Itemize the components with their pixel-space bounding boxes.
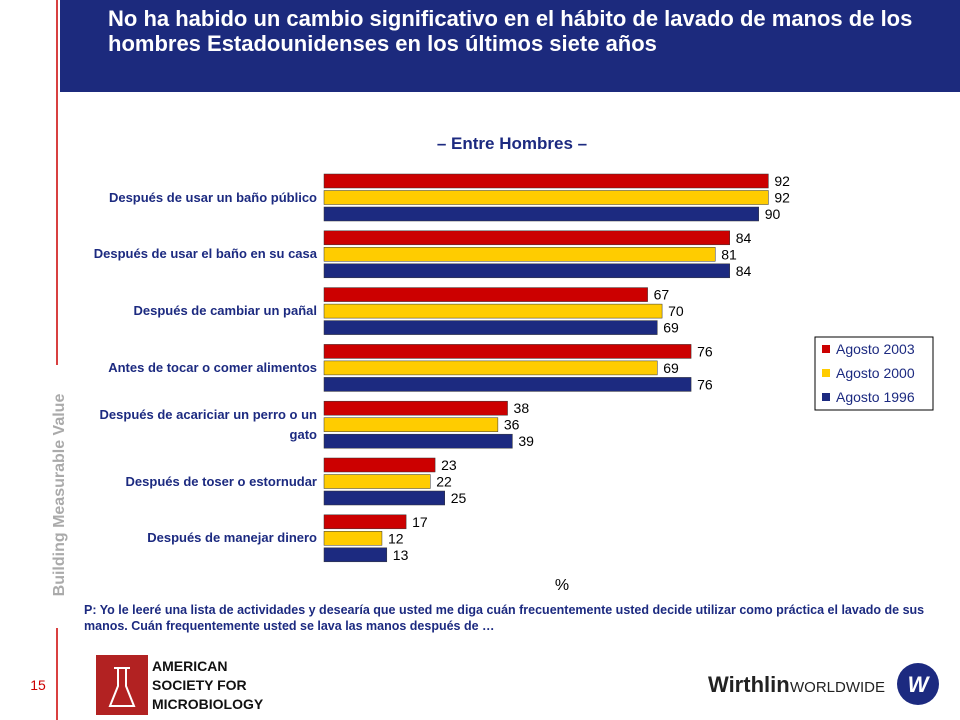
x-axis-label: % — [555, 577, 569, 594]
legend-swatch — [822, 369, 830, 377]
legend-swatch — [822, 393, 830, 401]
bar — [323, 514, 407, 530]
value-label: 17 — [412, 514, 428, 530]
bar — [323, 531, 383, 546]
logo-flask — [108, 667, 136, 707]
bar — [323, 206, 759, 222]
category-label: Antes de tocar o comer alimentos — [108, 359, 317, 375]
legend-box — [814, 336, 934, 411]
category-label: Después de usar un baño público — [108, 189, 317, 205]
bar — [323, 400, 508, 416]
bar — [323, 247, 716, 262]
bar — [323, 230, 730, 246]
legend-label: Agosto 2000 — [836, 365, 915, 381]
bar — [323, 490, 445, 506]
bar — [323, 173, 769, 189]
bar — [323, 433, 513, 449]
bar — [323, 547, 388, 563]
logo-text: SOCIETY FOR — [152, 677, 247, 693]
chart-title: – Entre Hombres – — [437, 134, 587, 153]
value-label: 81 — [721, 246, 737, 262]
legend-label: Agosto 1996 — [836, 389, 915, 405]
category-label: Después de acariciar un perro o un gato — [99, 406, 317, 442]
bar — [323, 457, 436, 473]
value-label: 69 — [663, 360, 679, 376]
side-label: Building Measurable Value — [51, 394, 68, 597]
value-label: 67 — [654, 287, 670, 303]
footnote: P: Yo le leeré una lista de actividades … — [84, 603, 925, 633]
legend-label: Agosto 2003 — [836, 341, 915, 357]
category-label: Después de usar el baño en su casa — [93, 246, 317, 262]
value-label: 69 — [663, 320, 679, 336]
logo-text: W — [908, 672, 931, 697]
value-label: 22 — [436, 474, 452, 490]
bar — [323, 474, 431, 489]
legend-swatch — [822, 345, 830, 353]
slide-title: No ha habido un cambio significativo en … — [108, 6, 913, 56]
value-label: 84 — [736, 263, 752, 279]
bar — [323, 344, 692, 359]
logo-text: Wirthlin — [708, 672, 790, 697]
bar — [323, 360, 658, 376]
bar — [323, 303, 663, 319]
value-label: 39 — [518, 433, 534, 449]
logo-text: AMERICAN — [152, 658, 227, 674]
page-number: 15 — [30, 677, 46, 693]
category-label: Después de manejar dinero — [147, 530, 317, 546]
value-label: 84 — [736, 230, 752, 246]
value-label: 76 — [697, 343, 713, 359]
value-label: 25 — [451, 490, 467, 506]
bar — [323, 377, 692, 392]
value-label: 38 — [514, 400, 530, 416]
value-label: 70 — [668, 303, 684, 319]
value-label: 76 — [697, 376, 713, 392]
bar — [323, 263, 730, 279]
value-label: 90 — [765, 206, 781, 222]
logo-text: MICROBIOLOGY — [152, 696, 264, 712]
value-label: 23 — [441, 457, 457, 473]
category-label: Después de toser o estornudar — [125, 473, 317, 489]
value-label: 36 — [504, 417, 520, 433]
category-label: Después de cambiar un pañal — [133, 303, 317, 319]
logo-mark — [897, 663, 939, 705]
bar — [323, 320, 658, 335]
bar — [323, 287, 648, 302]
bar — [323, 417, 499, 432]
header-band — [60, 0, 960, 92]
bar — [323, 190, 769, 205]
logo-text: WORLDWIDE — [790, 679, 885, 696]
value-label: 13 — [393, 547, 409, 563]
value-label: 92 — [774, 173, 790, 189]
value-label: 12 — [388, 530, 404, 546]
value-label: 92 — [774, 190, 790, 206]
